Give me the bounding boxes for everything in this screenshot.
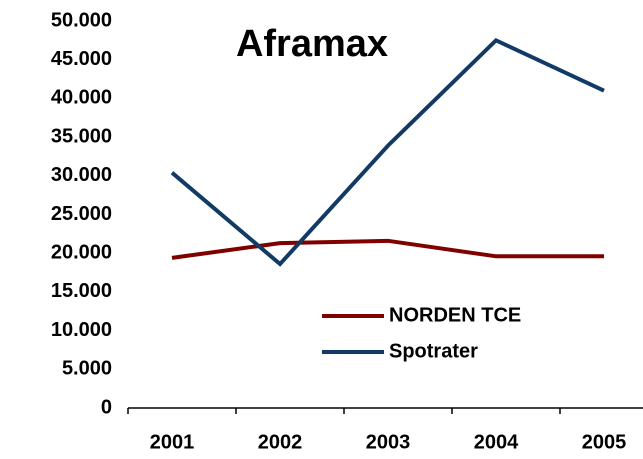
x-tick-label: 2001 — [150, 431, 195, 453]
y-tick-label: 0 — [101, 396, 112, 418]
y-tick-label: 15.000 — [51, 280, 112, 302]
x-tick-label: 2002 — [258, 431, 303, 453]
y-tick-label: 25.000 — [51, 203, 112, 225]
y-tick-label: 50.000 — [51, 9, 112, 31]
series-line — [171, 238, 604, 260]
y-tick-label: 30.000 — [51, 164, 112, 186]
x-tick-label: 2005 — [582, 431, 627, 453]
y-tick-label: 45.000 — [51, 48, 112, 70]
y-tick-label: 20.000 — [51, 241, 112, 263]
legend-label: Spotrater — [389, 340, 478, 362]
y-tick-label: 10.000 — [51, 319, 112, 341]
y-tick-label: 5.000 — [62, 358, 112, 380]
series-line — [170, 37, 605, 267]
x-tick-label: 2003 — [366, 431, 411, 453]
y-tick-label: 35.000 — [51, 125, 112, 147]
x-tick-label: 2004 — [474, 431, 519, 453]
legend-label: NORDEN TCE — [389, 304, 521, 326]
y-tick-label: 40.000 — [51, 87, 112, 109]
chart-title: Aframax — [236, 23, 388, 65]
